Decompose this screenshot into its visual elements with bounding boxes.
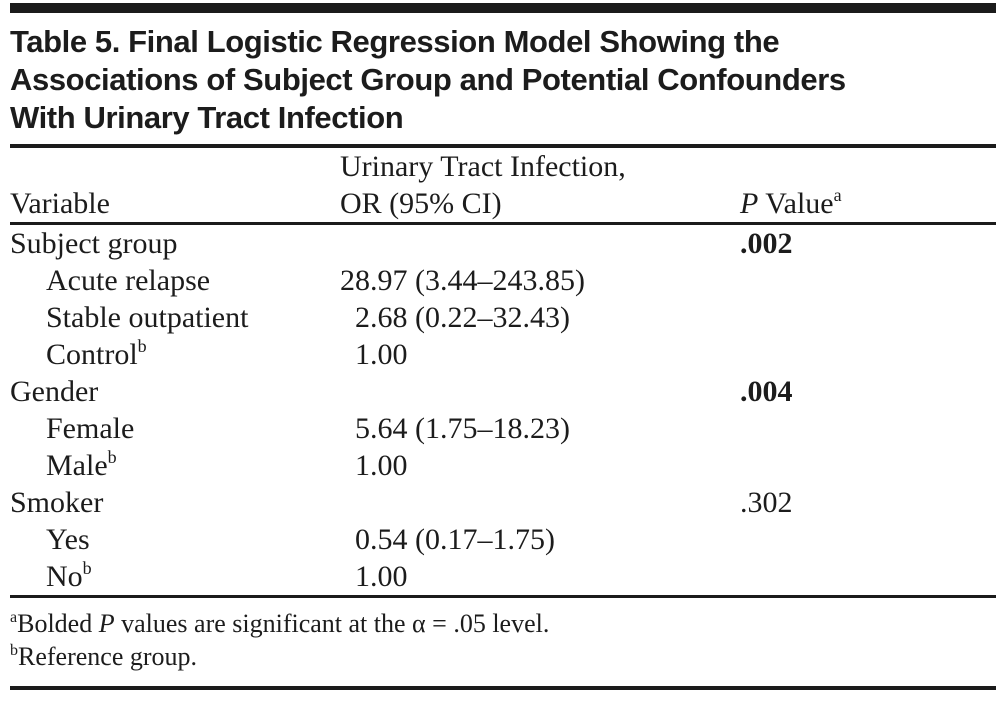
or-value: 2.68 (0.22–32.43) <box>355 301 570 334</box>
p-symbol: P <box>740 187 759 220</box>
variable-cell: Stable outpatient <box>46 301 249 334</box>
or-cell: 5.64 (1.75–18.23) <box>340 410 740 447</box>
variable-cell: Subject group <box>10 227 178 260</box>
variable-cell: Nob <box>46 558 92 593</box>
table-row: Subject group .002 <box>10 224 996 263</box>
footnotes: aBolded P values are significant at the … <box>10 607 996 673</box>
column-header-variable: Variable <box>10 148 340 225</box>
or-cell: 1.00 <box>340 447 740 484</box>
table-row: Nob 1.00 <box>10 558 996 595</box>
or-cell <box>340 373 740 410</box>
table-row: Smoker .302 <box>10 484 996 521</box>
p-symbol: P <box>98 609 115 638</box>
table-row: Acute relapse 28.97 (3.44–243.85) <box>10 262 996 299</box>
top-black-bar <box>10 3 996 13</box>
footnote-marker-b: b <box>10 642 18 659</box>
table-row: Female 5.64 (1.75–18.23) <box>10 410 996 447</box>
variable-cell: Yes <box>46 523 90 556</box>
or-cell <box>340 224 740 263</box>
table-row: Maleb 1.00 <box>10 447 996 484</box>
or-value: 1.00 <box>355 449 408 482</box>
table-title: Table 5. Final Logistic Regression Model… <box>10 23 996 137</box>
title-line: Associations of Subject Group and Potent… <box>10 62 846 97</box>
p-header-text: Value <box>758 187 834 220</box>
divider-under-title <box>10 144 996 148</box>
variable-cell: Smoker <box>10 486 104 519</box>
p-value-cell <box>740 262 996 299</box>
or-value: 1.00 <box>355 560 408 593</box>
p-value-cell <box>740 299 996 336</box>
variable-cell: Acute relapse <box>46 264 211 297</box>
footnote-marker-a: a <box>833 185 842 205</box>
footnote-marker-a: a <box>10 609 18 626</box>
footnote: aBolded P values are significant at the … <box>10 609 550 638</box>
table-body: Subject group .002 Acute relapse 28.97 (3.4… <box>10 224 996 596</box>
p-value-cell <box>740 447 996 484</box>
table-row: Controlb 1.00 <box>10 336 996 373</box>
footnote-marker-b: b <box>137 336 147 356</box>
variable-cell: Female <box>46 412 135 445</box>
or-cell: 2.68 (0.22–32.43) <box>340 299 740 336</box>
or-header-line-1: Urinary Tract Infection, <box>340 150 626 183</box>
column-header-or: Urinary Tract Infection, OR (95% CI) <box>340 148 740 225</box>
regression-table: Variable Urinary Tract Infection, OR (95… <box>10 148 996 595</box>
divider-above-footnotes <box>10 595 996 598</box>
p-value-cell: .002 <box>740 227 793 260</box>
divider-bottom <box>10 686 996 690</box>
or-header-line-2: OR (95% CI) <box>340 187 502 220</box>
header-row: Variable Urinary Tract Infection, OR (95… <box>10 148 996 225</box>
p-value-cell <box>740 410 996 447</box>
variable-cell: Gender <box>10 375 99 408</box>
table-row: Yes 0.54 (0.17–1.75) <box>10 521 996 558</box>
p-value-cell: .302 <box>740 486 793 519</box>
title-line: With Urinary Tract Infection <box>10 100 404 135</box>
or-value: 5.64 (1.75–18.23) <box>355 412 570 445</box>
table-figure: Table 5. Final Logistic Regression Model… <box>0 3 1006 690</box>
footnote-marker-b: b <box>82 558 92 578</box>
column-header-p-value: P Valuea <box>740 148 996 225</box>
or-cell <box>340 484 740 521</box>
or-value: 1.00 <box>355 338 408 371</box>
or-cell: 0.54 (0.17–1.75) <box>340 521 740 558</box>
title-line: Table 5. Final Logistic Regression Model… <box>10 24 780 59</box>
p-value-cell <box>740 521 996 558</box>
or-cell: 1.00 <box>340 336 740 373</box>
p-value-cell <box>740 558 996 595</box>
footnote: bReference group. <box>10 642 198 671</box>
or-value: 0.54 (0.17–1.75) <box>355 523 555 556</box>
or-cell: 28.97 (3.44–243.85) <box>340 262 740 299</box>
or-value: 28.97 (3.44–243.85) <box>340 264 585 297</box>
p-value-cell <box>740 336 996 373</box>
or-cell: 1.00 <box>340 558 740 595</box>
footnote-marker-b: b <box>107 447 117 467</box>
variable-cell: Controlb <box>46 336 147 371</box>
table-row: Stable outpatient 2.68 (0.22–32.43) <box>10 299 996 336</box>
p-value-cell: .004 <box>740 375 793 408</box>
table-row: Gender .004 <box>10 373 996 410</box>
variable-cell: Maleb <box>46 447 117 482</box>
